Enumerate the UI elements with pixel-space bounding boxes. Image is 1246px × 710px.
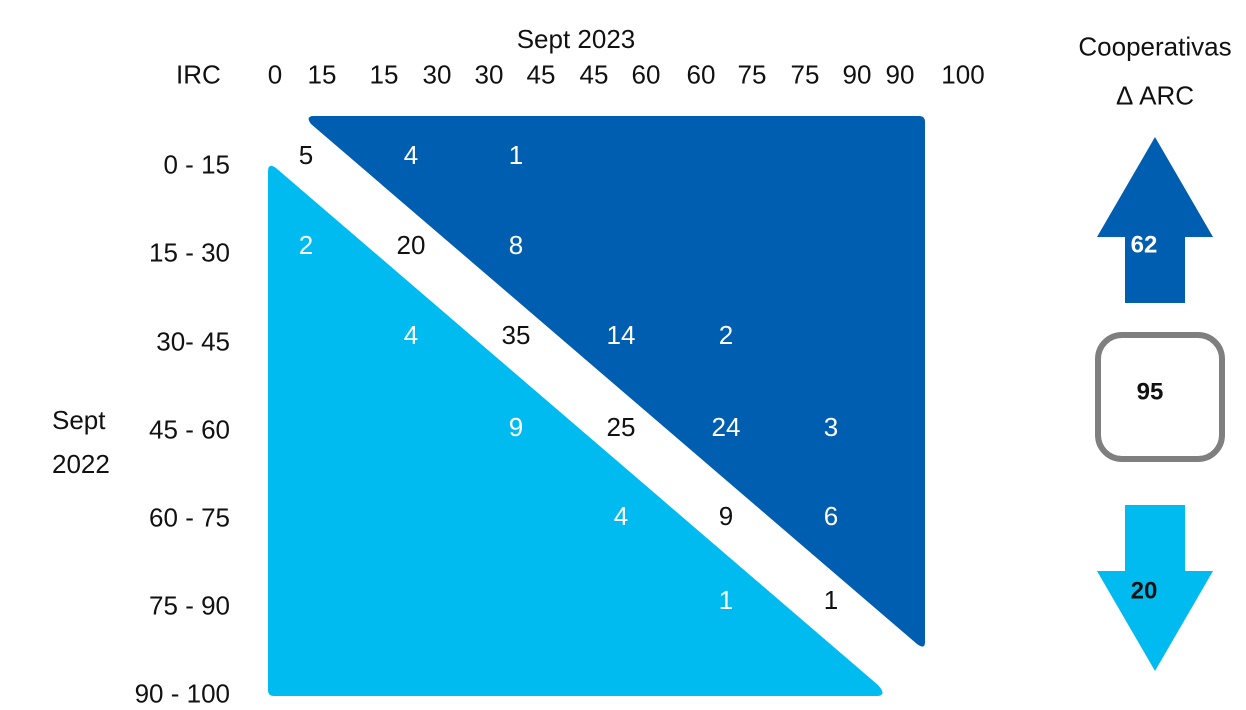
row-label: 90 - 100 xyxy=(134,678,230,709)
upgrade-cell: 3 xyxy=(824,412,838,442)
downgrade-cell: 2 xyxy=(299,230,313,260)
unchanged-cell: 9 xyxy=(719,501,733,531)
column-label: 60 xyxy=(686,59,716,90)
row-label: 30- 45 xyxy=(156,326,230,357)
irc-label: IRC xyxy=(176,59,221,90)
column-label: 30 xyxy=(422,59,452,90)
column-label: 60 xyxy=(631,59,661,90)
column-label: 15 xyxy=(307,59,337,90)
column-label: 15 xyxy=(369,59,399,90)
period-label-line: 2022 xyxy=(52,449,110,479)
upgrade-cell: 14 xyxy=(607,320,636,350)
upgrade-cell: 4 xyxy=(404,140,418,170)
column-label: 30 xyxy=(474,59,504,90)
unchanged-cell: 20 xyxy=(397,230,426,260)
cells-downgrade: 2 4 9 4 1 xyxy=(299,230,733,615)
cells-unchanged: 5 20 35 25 9 1 xyxy=(299,140,838,615)
column-label: 45 xyxy=(526,59,556,90)
right-panel-title: Cooperativas xyxy=(1078,31,1232,62)
column-label: 90 xyxy=(885,59,915,90)
cells-upgrade: 4 1 8 14 2 24 3 6 xyxy=(404,140,838,531)
upgrade-cell: 6 xyxy=(824,501,838,531)
row-label: 75 - 90 xyxy=(149,590,230,621)
downgrade-triangle xyxy=(268,165,883,696)
up-arrow-value: 62 xyxy=(1131,231,1158,258)
unchanged-cell: 35 xyxy=(502,320,531,350)
row-label: 60 - 75 xyxy=(149,502,230,533)
down-arrow-icon xyxy=(1097,505,1213,671)
down-arrow-value: 20 xyxy=(1131,577,1158,604)
downgrade-cell: 1 xyxy=(719,585,733,615)
upgrade-cell: 8 xyxy=(509,230,523,260)
downgrade-cell: 4 xyxy=(404,320,418,350)
unchanged-cell: 5 xyxy=(299,140,313,170)
unchanged-box xyxy=(1095,332,1225,462)
column-label: 75 xyxy=(790,59,820,90)
column-label: 45 xyxy=(579,59,609,90)
upgrade-cell: 2 xyxy=(719,320,733,350)
period-title-2023: Sept 2023 xyxy=(516,24,636,54)
downgrade-cell: 9 xyxy=(509,412,523,442)
unchanged-cell: 1 xyxy=(824,585,838,615)
column-label: 0 xyxy=(267,59,283,90)
column-label: 90 xyxy=(842,59,872,90)
period-label-2022: Sept 2022 xyxy=(52,398,110,486)
upgrade-triangle xyxy=(308,116,926,647)
unchanged-value: 95 xyxy=(1137,378,1164,405)
right-panel-subtitle: Δ ARC xyxy=(1115,80,1195,111)
column-label: 100 xyxy=(941,59,985,90)
unchanged-cell: 25 xyxy=(607,412,636,442)
column-label: 75 xyxy=(737,59,767,90)
upgrade-cell: 1 xyxy=(509,140,523,170)
row-label: 0 - 15 xyxy=(163,149,231,180)
upgrade-cell: 24 xyxy=(712,412,741,442)
period-label-line: Sept xyxy=(52,405,106,435)
row-label: 45 - 60 xyxy=(149,414,230,445)
downgrade-cell: 4 xyxy=(614,501,628,531)
up-arrow-icon xyxy=(1097,137,1213,303)
row-label: 15 - 30 xyxy=(149,237,230,268)
